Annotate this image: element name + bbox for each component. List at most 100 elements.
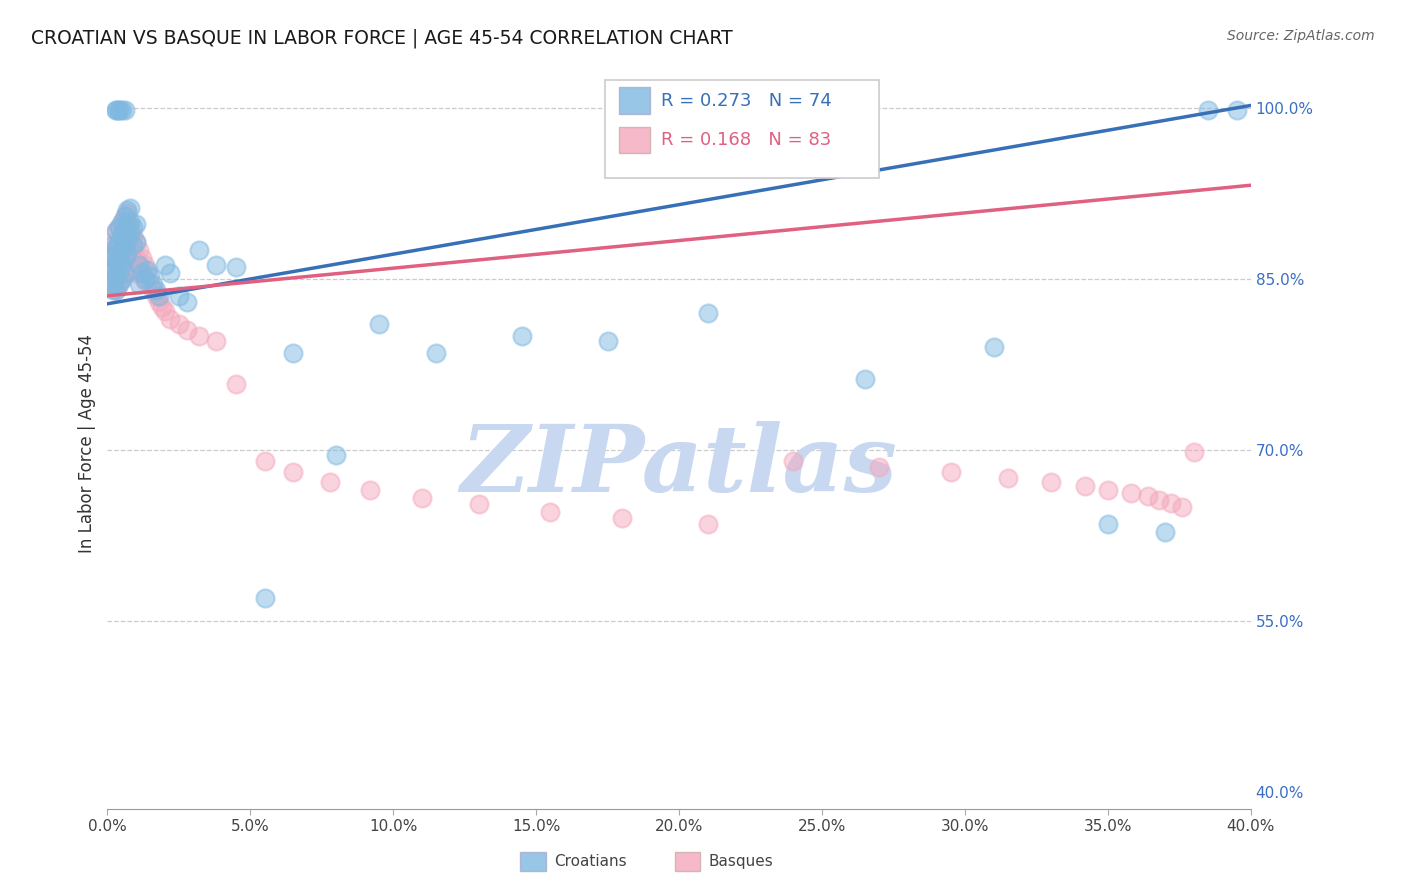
Point	[136, 266, 159, 280]
Point	[108, 103, 131, 117]
Point	[136, 262, 159, 277]
Point	[120, 228, 142, 243]
Point	[108, 249, 131, 263]
Point	[120, 220, 142, 235]
Point	[596, 334, 619, 349]
Point	[108, 277, 131, 292]
Point	[142, 283, 165, 297]
Text: Source: ZipAtlas.com: Source: ZipAtlas.com	[1227, 29, 1375, 43]
Point	[1171, 500, 1194, 514]
Point	[253, 591, 276, 605]
Point	[359, 483, 381, 497]
Point	[128, 244, 150, 258]
Point	[120, 201, 142, 215]
Point	[225, 260, 247, 275]
Point	[696, 306, 718, 320]
Point	[142, 277, 165, 292]
Point	[117, 217, 139, 231]
Point	[108, 103, 131, 117]
Point	[111, 228, 134, 243]
Point	[108, 249, 131, 263]
Point	[108, 220, 131, 235]
Point	[108, 235, 131, 250]
Point	[104, 224, 127, 238]
Text: R = 0.168   N = 83: R = 0.168 N = 83	[661, 131, 831, 149]
Point	[117, 264, 139, 278]
Point	[1154, 524, 1177, 539]
Point	[176, 323, 198, 337]
Point	[111, 258, 134, 272]
Point	[117, 249, 139, 263]
Point	[108, 220, 131, 235]
Point	[114, 224, 136, 238]
Point	[122, 228, 145, 243]
Point	[853, 372, 876, 386]
Point	[187, 328, 209, 343]
Point	[108, 262, 131, 277]
Point	[540, 505, 562, 519]
Point	[114, 209, 136, 223]
Point	[101, 249, 124, 263]
Point	[104, 283, 127, 297]
Point	[104, 224, 127, 238]
Point	[104, 103, 127, 117]
Point	[283, 346, 305, 360]
Point	[510, 328, 533, 343]
Point	[111, 215, 134, 229]
Point	[98, 246, 121, 260]
Point	[1097, 516, 1119, 531]
Point	[1182, 445, 1205, 459]
Point	[153, 258, 176, 272]
Point	[159, 266, 181, 280]
Point	[134, 271, 156, 285]
Point	[1119, 486, 1142, 500]
Point	[114, 209, 136, 223]
Point	[425, 346, 447, 360]
Point	[225, 376, 247, 391]
Point	[139, 269, 162, 284]
Point	[128, 258, 150, 272]
Point	[114, 237, 136, 252]
Point	[101, 277, 124, 292]
Point	[120, 235, 142, 250]
Point	[101, 237, 124, 252]
Point	[122, 237, 145, 252]
Point	[1149, 492, 1171, 507]
Point	[125, 251, 148, 265]
Point	[117, 235, 139, 250]
Point	[101, 277, 124, 292]
Point	[98, 266, 121, 280]
Point	[111, 244, 134, 258]
Point	[205, 334, 228, 349]
Point	[117, 203, 139, 218]
Point	[104, 254, 127, 268]
Point	[1197, 103, 1219, 117]
Point	[120, 264, 142, 278]
Text: Basques: Basques	[709, 855, 773, 869]
Point	[125, 235, 148, 250]
Point	[108, 262, 131, 277]
Point	[131, 266, 153, 280]
Point	[131, 251, 153, 265]
Point	[868, 459, 890, 474]
Point	[104, 103, 127, 117]
Point	[114, 103, 136, 117]
Point	[1097, 483, 1119, 497]
Point	[117, 246, 139, 260]
Point	[1039, 475, 1062, 489]
Point	[120, 249, 142, 263]
Point	[101, 235, 124, 250]
Point	[98, 260, 121, 275]
Point	[319, 475, 342, 489]
Point	[283, 466, 305, 480]
Point	[117, 220, 139, 235]
Point	[98, 249, 121, 263]
Text: ZIPatlas: ZIPatlas	[461, 421, 897, 511]
Point	[108, 235, 131, 250]
Point	[125, 266, 148, 280]
Point	[1136, 490, 1159, 504]
Text: Croatians: Croatians	[554, 855, 627, 869]
Point	[111, 271, 134, 285]
Point	[114, 266, 136, 280]
Point	[134, 258, 156, 272]
